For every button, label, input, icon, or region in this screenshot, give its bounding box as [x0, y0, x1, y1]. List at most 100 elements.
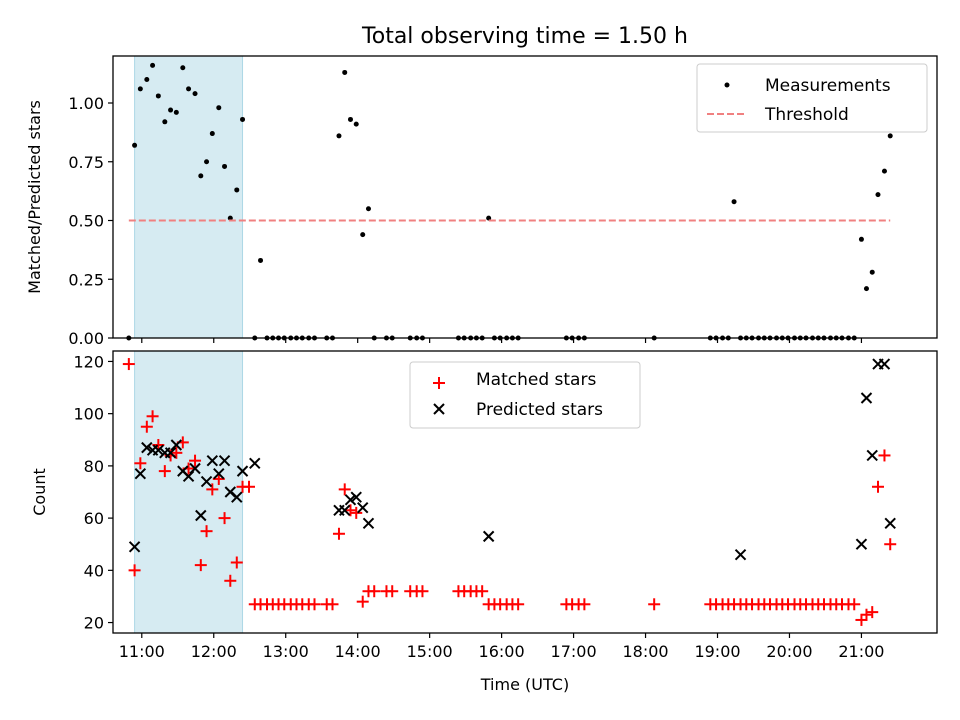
legend-threshold-label: Threshold [764, 105, 849, 125]
predicted-star-point [362, 517, 375, 530]
legend-measurements-swatch [724, 82, 730, 88]
predicted-star-stroke [236, 465, 249, 477]
matched-star-point [158, 465, 171, 478]
legend-predicted-swatch [433, 403, 445, 415]
predicted-star-stroke [855, 538, 868, 550]
predicted-star-stroke [866, 449, 878, 462]
matched-star-point [194, 559, 207, 572]
predicted-star-stroke [362, 517, 375, 530]
measurement-point [887, 133, 893, 139]
predicted-star-stroke [177, 465, 189, 477]
ratio-y-axis-label: Matched/Predicted stars [25, 100, 44, 294]
measurement-point [144, 77, 150, 82]
count-y-axis-label: Count [30, 468, 49, 516]
predicted-star-point [134, 468, 147, 480]
count-highlight-span [134, 350, 244, 634]
measurement-point [863, 286, 869, 292]
matched-star-point [189, 454, 202, 467]
predicted-star-point [350, 491, 362, 503]
measurement-point [227, 215, 233, 221]
matched-star-point [326, 598, 339, 611]
x-tick-label: 14:00 [335, 642, 381, 661]
matched-star-point [224, 574, 237, 587]
count-x-axis-label: Time (UTC) [480, 675, 569, 694]
matched-star-point [332, 527, 345, 540]
measurement-point [731, 199, 737, 205]
measurement-point [347, 116, 353, 122]
measurement-point [204, 159, 210, 165]
predicted-star-stroke [200, 475, 213, 488]
matched-star-point [855, 613, 868, 626]
count-legend: Matched stars Predicted stars [409, 361, 641, 429]
matched-star-point [350, 506, 363, 519]
count-axis-ticks: 20 40 60 80 100 120 11:00 12:00 13:00 14:00 15:00 1… [73, 352, 884, 661]
ratio-y-tick-label: 0.25 [68, 270, 104, 289]
predicted-star-point [164, 447, 177, 459]
matched-star-point [218, 512, 231, 525]
matched-star-point [344, 504, 357, 517]
predicted-star-stroke [213, 468, 225, 480]
predicted-star-point [206, 454, 219, 467]
predicted-star-point [866, 449, 878, 462]
count-y-tick-label: 60 [84, 509, 104, 528]
predicted-star-stroke [218, 454, 231, 467]
predicted-star-stroke [249, 457, 261, 469]
predicted-star-stroke [224, 486, 237, 498]
count-y-tick-label: 100 [73, 405, 104, 424]
x-tick-label: 11:00 [119, 642, 165, 661]
matched-star-point [230, 556, 243, 569]
measurement-point [365, 206, 371, 212]
measurement-point [875, 192, 881, 198]
ratio-legend-box [696, 63, 928, 133]
x-tick-label: 15:00 [407, 642, 453, 661]
measurement-point [198, 173, 204, 179]
predicted-star-stroke [482, 530, 495, 543]
count-legend-box [409, 361, 641, 429]
predicted-star-point [249, 457, 261, 469]
predicted-star-point [128, 541, 141, 553]
predicted-star-point [152, 444, 165, 456]
ratio-y-tick-label: 0.50 [68, 212, 104, 231]
count-axes-frame [112, 350, 938, 634]
legend-matched-swatch [433, 377, 445, 389]
ratio-y-tick-label: 0.00 [68, 329, 104, 348]
predicted-star-stroke [878, 358, 891, 370]
measurement-point [486, 215, 492, 221]
matched-star-point [243, 480, 256, 493]
matched-star-point [512, 598, 525, 611]
matched-star-point [578, 598, 591, 611]
predicted-star-point [339, 504, 351, 516]
legend-measurements-label: Measurements [765, 76, 891, 96]
matched-star-point [878, 449, 891, 462]
matched-star-point [648, 598, 661, 611]
measurement-point [858, 236, 864, 242]
predicted-star-stroke [206, 454, 219, 467]
measurement-point [360, 232, 366, 238]
measurement-point [137, 86, 143, 92]
predicted-star-point [195, 509, 207, 522]
predicted-star-point [855, 538, 868, 550]
x-tick-label: 17:00 [551, 642, 597, 661]
measurement-point [353, 121, 359, 127]
count-plot-area [122, 358, 897, 626]
predicted-star-stroke [134, 468, 147, 480]
predicted-star-stroke [350, 491, 362, 503]
measurement-point [240, 116, 246, 122]
count-y-tick-label: 40 [84, 561, 104, 580]
x-tick-label: 19:00 [694, 642, 740, 661]
predicted-star-point [482, 530, 495, 543]
predicted-star-stroke [884, 517, 896, 530]
x-tick-label: 21:00 [838, 642, 884, 661]
measurement-point [132, 142, 138, 148]
measurement-point [342, 69, 348, 75]
predicted-star-stroke [152, 444, 165, 456]
count-y-tick-label: 20 [84, 614, 104, 633]
x-tick-label: 12:00 [191, 642, 237, 661]
measurement-point [258, 257, 264, 263]
chart-title: Total observing time = 1.50 h [361, 24, 688, 49]
ratio-y-tick-label: 0.75 [68, 153, 104, 172]
x-tick-label: 13:00 [263, 642, 309, 661]
predicted-star-point [200, 475, 213, 488]
predicted-star-stroke [170, 439, 183, 451]
